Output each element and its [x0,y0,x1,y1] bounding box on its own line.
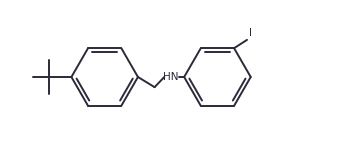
Text: I: I [249,28,252,38]
Text: HN: HN [164,72,179,82]
